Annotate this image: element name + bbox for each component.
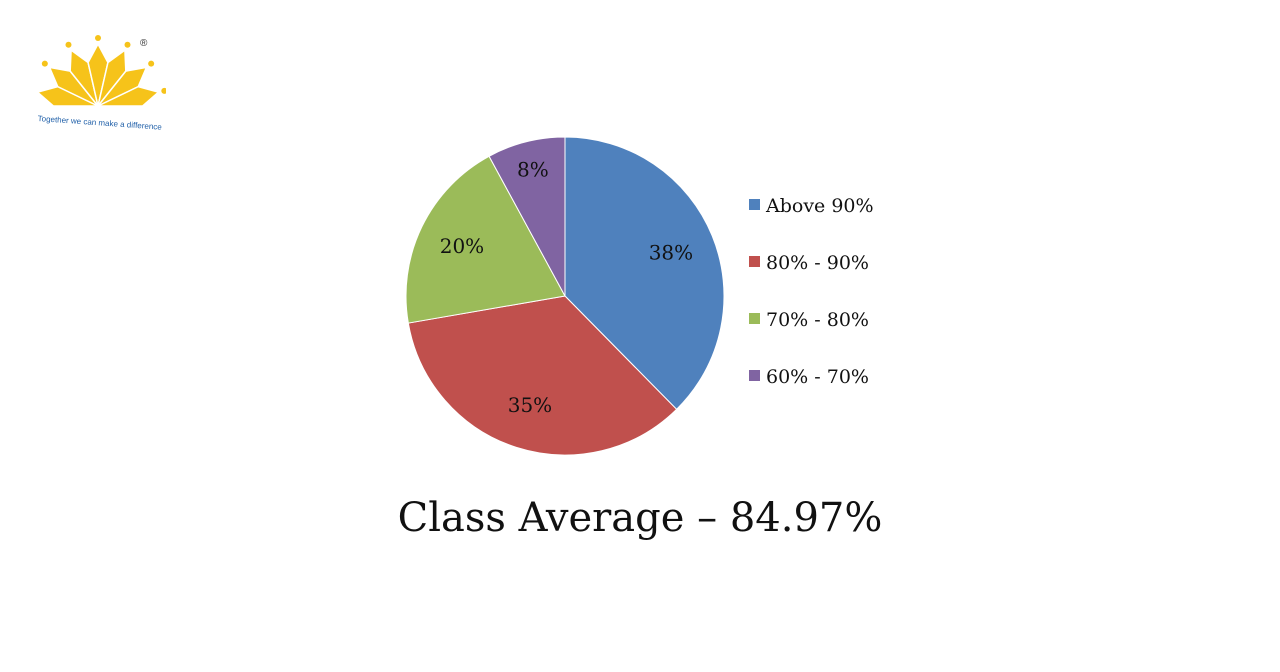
legend-label: 80% - 90% [766, 252, 869, 274]
legend-label: Above 90% [765, 195, 874, 217]
pie-data-label: 35% [508, 393, 552, 417]
logo-dot [65, 41, 72, 48]
legend-swatch [749, 370, 760, 381]
logo-dot [41, 60, 48, 67]
pie-data-label: 20% [440, 234, 484, 258]
legend-swatch [749, 256, 760, 267]
class-average-caption: Class Average – 84.97% [397, 495, 883, 541]
logo-dot [95, 35, 101, 41]
sun-fan-icon [36, 35, 166, 107]
legend-label: 60% - 70% [766, 366, 869, 388]
legend-swatch [749, 313, 760, 324]
logo-dot [148, 60, 155, 67]
logo-dot [124, 41, 131, 48]
pie-data-label: 38% [649, 241, 693, 265]
brand-logo: ® Together we can make a difference [36, 30, 166, 132]
logo-dot [161, 87, 166, 94]
pie-slice [405, 155, 566, 324]
pie-slice [564, 136, 725, 411]
pie-data-label: 8% [517, 158, 549, 182]
legend-label: 70% - 80% [766, 309, 869, 331]
logo-ray [97, 85, 160, 107]
legend-swatch [749, 199, 760, 210]
pie-slice [488, 136, 566, 297]
registered-mark: ® [140, 38, 148, 49]
pie-slice [407, 295, 678, 456]
